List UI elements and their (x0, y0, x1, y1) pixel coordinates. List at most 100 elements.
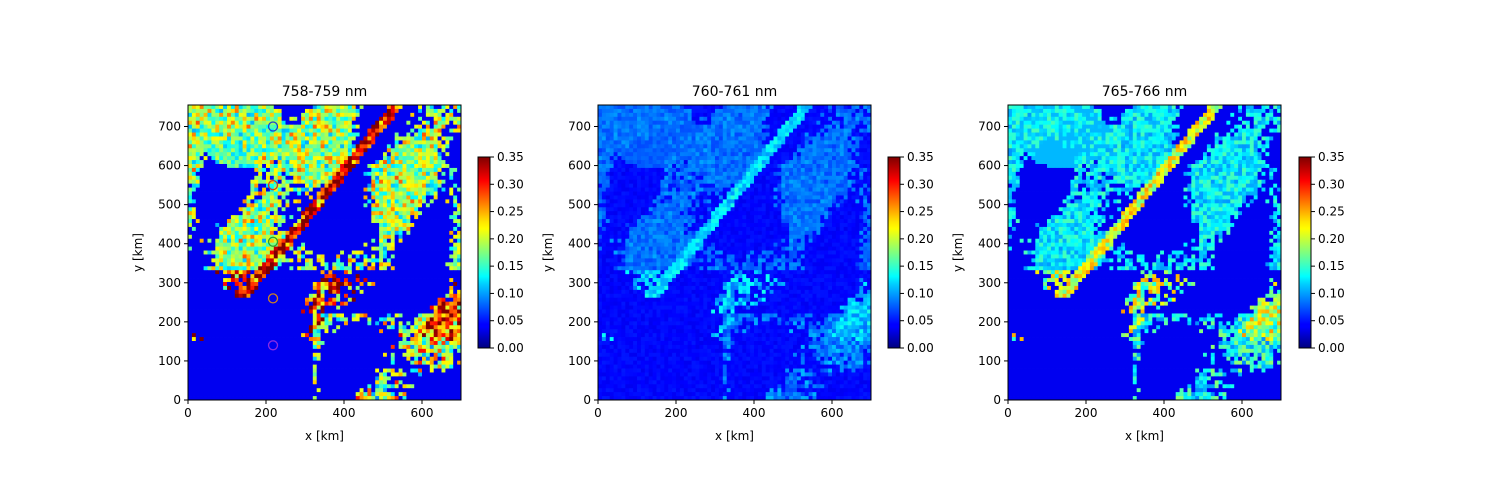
heatmap-cell (363, 179, 368, 185)
heatmap-cell (441, 380, 446, 385)
heatmap-cell (367, 325, 372, 330)
heatmap-cell (289, 160, 294, 165)
heatmap-cell (429, 124, 435, 129)
heatmap-cell (305, 132, 310, 137)
heatmap-cell (316, 329, 321, 334)
heatmap-cell (277, 215, 282, 220)
heatmap-cell (390, 191, 396, 196)
heatmap-cell (379, 183, 384, 188)
heatmap-cell (367, 140, 372, 145)
heatmap-cell (258, 282, 263, 287)
heatmap-cell (308, 289, 314, 295)
heatmap-cell (289, 152, 294, 157)
heatmap-cell (195, 380, 201, 385)
heatmap-cell (355, 285, 360, 291)
heatmap-cell (269, 179, 275, 185)
heatmap-cell (242, 266, 247, 271)
heatmap-cell (453, 270, 458, 275)
heatmap-cell (312, 191, 318, 196)
heatmap-cell (441, 258, 446, 263)
heatmap-cell (301, 376, 306, 381)
heatmap-cell (308, 352, 314, 358)
heatmap-cell (328, 254, 333, 259)
heatmap-cell (215, 112, 220, 118)
heatmap-cell (351, 297, 357, 303)
heatmap-cell (254, 140, 259, 145)
heatmap-cell (457, 195, 462, 200)
heatmap-cell (340, 203, 345, 208)
heatmap-cell (410, 270, 415, 275)
heatmap-cell (316, 108, 321, 114)
heatmap-cell (351, 207, 357, 212)
heatmap-cell (281, 191, 286, 196)
heatmap-cell (297, 219, 302, 224)
heatmap-cell (277, 128, 282, 133)
heatmap-cell (203, 242, 208, 247)
heatmap-cell (406, 313, 411, 318)
heatmap-cell (301, 274, 306, 279)
heatmap-cell (219, 250, 224, 255)
heatmap-cell (250, 368, 255, 373)
heatmap-cell (207, 384, 212, 389)
heatmap-cell (266, 167, 271, 173)
heatmap-cell (410, 195, 415, 200)
heatmap-cell (441, 195, 446, 200)
heatmap-cell (386, 183, 392, 188)
heatmap-cell (355, 258, 360, 263)
heatmap-cell (383, 341, 388, 346)
heatmap-cell (227, 364, 232, 369)
heatmap-cell (207, 148, 212, 153)
heatmap-cell (375, 309, 380, 314)
heatmap-cell (359, 289, 364, 295)
heatmap-cell (250, 341, 255, 346)
heatmap-cell (266, 199, 271, 204)
heatmap-cell (281, 321, 286, 326)
heatmap-cell (191, 258, 197, 263)
heatmap-cell (425, 116, 431, 122)
heatmap-cell (340, 140, 345, 145)
heatmap-cell (308, 274, 314, 279)
heatmap-cell (273, 203, 279, 208)
heatmap-cell (386, 246, 392, 251)
heatmap-cell (219, 226, 224, 232)
heatmap-cell (449, 368, 454, 373)
heatmap-cell (340, 341, 345, 346)
heatmap-cell (441, 246, 446, 251)
heatmap-cell (375, 136, 380, 141)
heatmap-cell (379, 195, 384, 200)
heatmap-cell (379, 254, 384, 259)
heatmap-cell (371, 368, 376, 373)
heatmap-cell (359, 309, 364, 314)
heatmap-cell (441, 293, 446, 299)
heatmap-cell (445, 179, 450, 185)
heatmap-cell (457, 223, 462, 228)
heatmap-cell (269, 380, 275, 385)
heatmap-cell (406, 234, 411, 240)
heatmap-cell (203, 230, 208, 236)
heatmap-cell (422, 321, 427, 326)
heatmap-cell (433, 313, 438, 318)
heatmap-cell (414, 175, 419, 181)
heatmap-cell (425, 108, 431, 114)
heatmap-cell (351, 329, 357, 334)
heatmap-cell (429, 238, 435, 244)
heatmap-cell (277, 274, 282, 279)
heatmap-cell (402, 344, 407, 350)
heatmap-cell (375, 167, 380, 173)
heatmap-cell (219, 289, 224, 295)
heatmap-cell (367, 238, 372, 244)
heatmap-cell (293, 344, 298, 350)
heatmap-cell (285, 254, 290, 259)
heatmap-cell (238, 167, 243, 173)
heatmap-cell (383, 372, 388, 377)
heatmap-cell (262, 191, 267, 196)
heatmap-cell (457, 305, 462, 310)
heatmap-cell (273, 329, 279, 334)
heatmap-cell (215, 313, 220, 318)
heatmap-cell (266, 171, 271, 177)
heatmap-cell (258, 132, 263, 137)
heatmap-cell (383, 380, 388, 385)
heatmap-cell (258, 156, 263, 161)
heatmap-cell (258, 171, 263, 177)
heatmap-cell (379, 329, 384, 334)
